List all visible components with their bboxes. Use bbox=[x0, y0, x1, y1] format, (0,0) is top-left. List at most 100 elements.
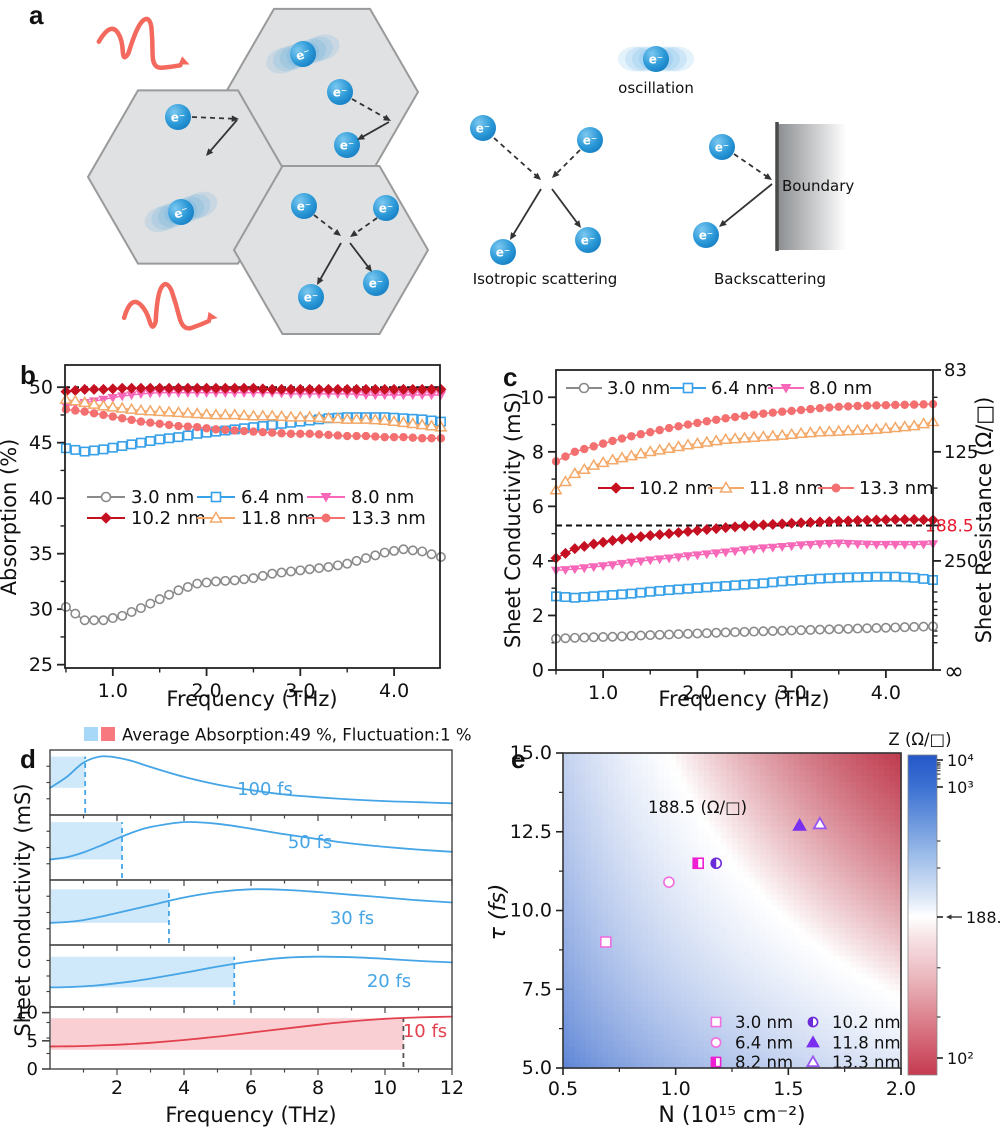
heatmap-cell bbox=[794, 753, 801, 760]
heatmap-cell bbox=[732, 798, 739, 805]
heatmap-cell bbox=[743, 904, 750, 912]
heatmap-cell bbox=[732, 1062, 739, 1069]
heatmap-cell bbox=[760, 916, 767, 923]
heatmap-cell bbox=[737, 798, 744, 805]
heatmap-cell bbox=[872, 961, 880, 968]
heatmap-cell bbox=[641, 983, 649, 990]
heatmap-cell bbox=[771, 933, 778, 940]
heatmap-cell bbox=[726, 1023, 733, 1030]
marker bbox=[154, 382, 166, 394]
heatmap-cell bbox=[658, 826, 666, 833]
heatmap-cell bbox=[743, 910, 750, 917]
marker bbox=[125, 402, 139, 414]
marker bbox=[833, 624, 844, 635]
heatmap-cell bbox=[816, 1000, 823, 1007]
heatmap-cell bbox=[844, 859, 851, 867]
heatmap-cell bbox=[681, 1023, 688, 1030]
heatmap-cell bbox=[664, 899, 671, 906]
heatmap-cell bbox=[861, 809, 868, 816]
heatmap-cell bbox=[675, 989, 682, 996]
marker bbox=[692, 628, 703, 639]
marker bbox=[899, 540, 910, 550]
marker bbox=[399, 432, 408, 442]
heatmap-cell bbox=[867, 882, 874, 889]
heatmap-cell bbox=[872, 803, 880, 810]
heatmap-cell bbox=[839, 983, 846, 990]
heatmap-cell bbox=[602, 803, 609, 810]
heatmap-cell bbox=[827, 769, 835, 777]
heatmap-cell bbox=[563, 798, 570, 805]
heatmap-cell bbox=[670, 1023, 677, 1030]
heatmap-cell bbox=[748, 843, 756, 850]
heatmap-cell bbox=[889, 916, 896, 923]
heatmap-cell bbox=[822, 753, 829, 760]
heatmap-cell bbox=[878, 758, 885, 765]
heatmap-cell bbox=[754, 893, 761, 900]
heatmap-cell bbox=[844, 989, 851, 996]
heatmap-cell bbox=[810, 927, 818, 934]
heatmap-cell bbox=[613, 888, 620, 895]
heatmap-cell bbox=[777, 859, 784, 867]
heatmap-cell bbox=[895, 786, 902, 794]
heatmap-cell bbox=[664, 1028, 671, 1035]
marker bbox=[331, 412, 345, 424]
heatmap-cell bbox=[636, 966, 643, 974]
heatmap-cell bbox=[720, 764, 727, 771]
heatmap-cell bbox=[602, 814, 609, 822]
heatmap-cell bbox=[855, 809, 863, 816]
heatmap-cell bbox=[686, 1000, 694, 1007]
heatmap-cell bbox=[737, 1011, 744, 1019]
heatmap-cell bbox=[816, 989, 823, 996]
heatmap-cell bbox=[810, 859, 818, 867]
heatmap-cell bbox=[568, 921, 575, 929]
heatmap-cell bbox=[788, 1051, 795, 1058]
heatmap-cell bbox=[794, 831, 801, 839]
heatmap-cell bbox=[782, 966, 789, 974]
heatmap-cell bbox=[805, 826, 812, 833]
arrow bbox=[349, 242, 371, 270]
heatmap-cell bbox=[777, 921, 784, 929]
heatmap-cell bbox=[625, 893, 632, 900]
heatmap-cell bbox=[895, 904, 902, 912]
heatmap-cell bbox=[619, 809, 626, 816]
heatmap-cell bbox=[816, 1006, 823, 1013]
heatmap-cell bbox=[884, 1011, 891, 1019]
heatmap-cell bbox=[765, 888, 773, 895]
heatmap-cell bbox=[636, 865, 643, 872]
marker bbox=[97, 383, 109, 395]
heatmap-cell bbox=[878, 961, 885, 968]
heatmap-cell bbox=[681, 1006, 688, 1013]
heatmap-cell bbox=[760, 949, 767, 957]
heatmap-cell bbox=[574, 978, 581, 985]
heatmap-cell bbox=[760, 781, 767, 788]
heatmap-cell bbox=[805, 972, 812, 979]
marker bbox=[60, 601, 71, 612]
heatmap-cell bbox=[748, 1062, 756, 1069]
heatmap-cell bbox=[636, 831, 643, 839]
marker bbox=[202, 424, 211, 433]
heatmap-cell bbox=[591, 1028, 598, 1035]
heatmap-cell bbox=[737, 764, 744, 771]
marker bbox=[209, 408, 223, 420]
heatmap-cell bbox=[579, 831, 587, 839]
heatmap-cell bbox=[563, 1045, 570, 1052]
heatmap-cell bbox=[765, 786, 773, 794]
marker bbox=[164, 420, 174, 430]
panel-d-legend: Average Absorption:49 %, Fluctuation:1 % bbox=[84, 726, 472, 745]
heatmap-cell bbox=[861, 994, 868, 1002]
marker bbox=[145, 598, 156, 609]
heatmap-cell bbox=[771, 1028, 778, 1035]
heatmap-cell bbox=[760, 994, 767, 1002]
heatmap-cell bbox=[670, 966, 677, 974]
heatmap-cell bbox=[670, 859, 677, 867]
heatmap-cell bbox=[839, 1028, 846, 1035]
heatmap-cell bbox=[810, 769, 818, 777]
heatmap-cell bbox=[596, 798, 604, 805]
heatmap-cell bbox=[664, 837, 671, 844]
heatmap-cell bbox=[726, 921, 733, 929]
heatmap-cell bbox=[698, 831, 705, 839]
heatmap-cell bbox=[760, 769, 767, 777]
heatmap-cell bbox=[703, 865, 711, 872]
heatmap-cell bbox=[850, 792, 857, 799]
heatmap-cell bbox=[574, 972, 581, 979]
